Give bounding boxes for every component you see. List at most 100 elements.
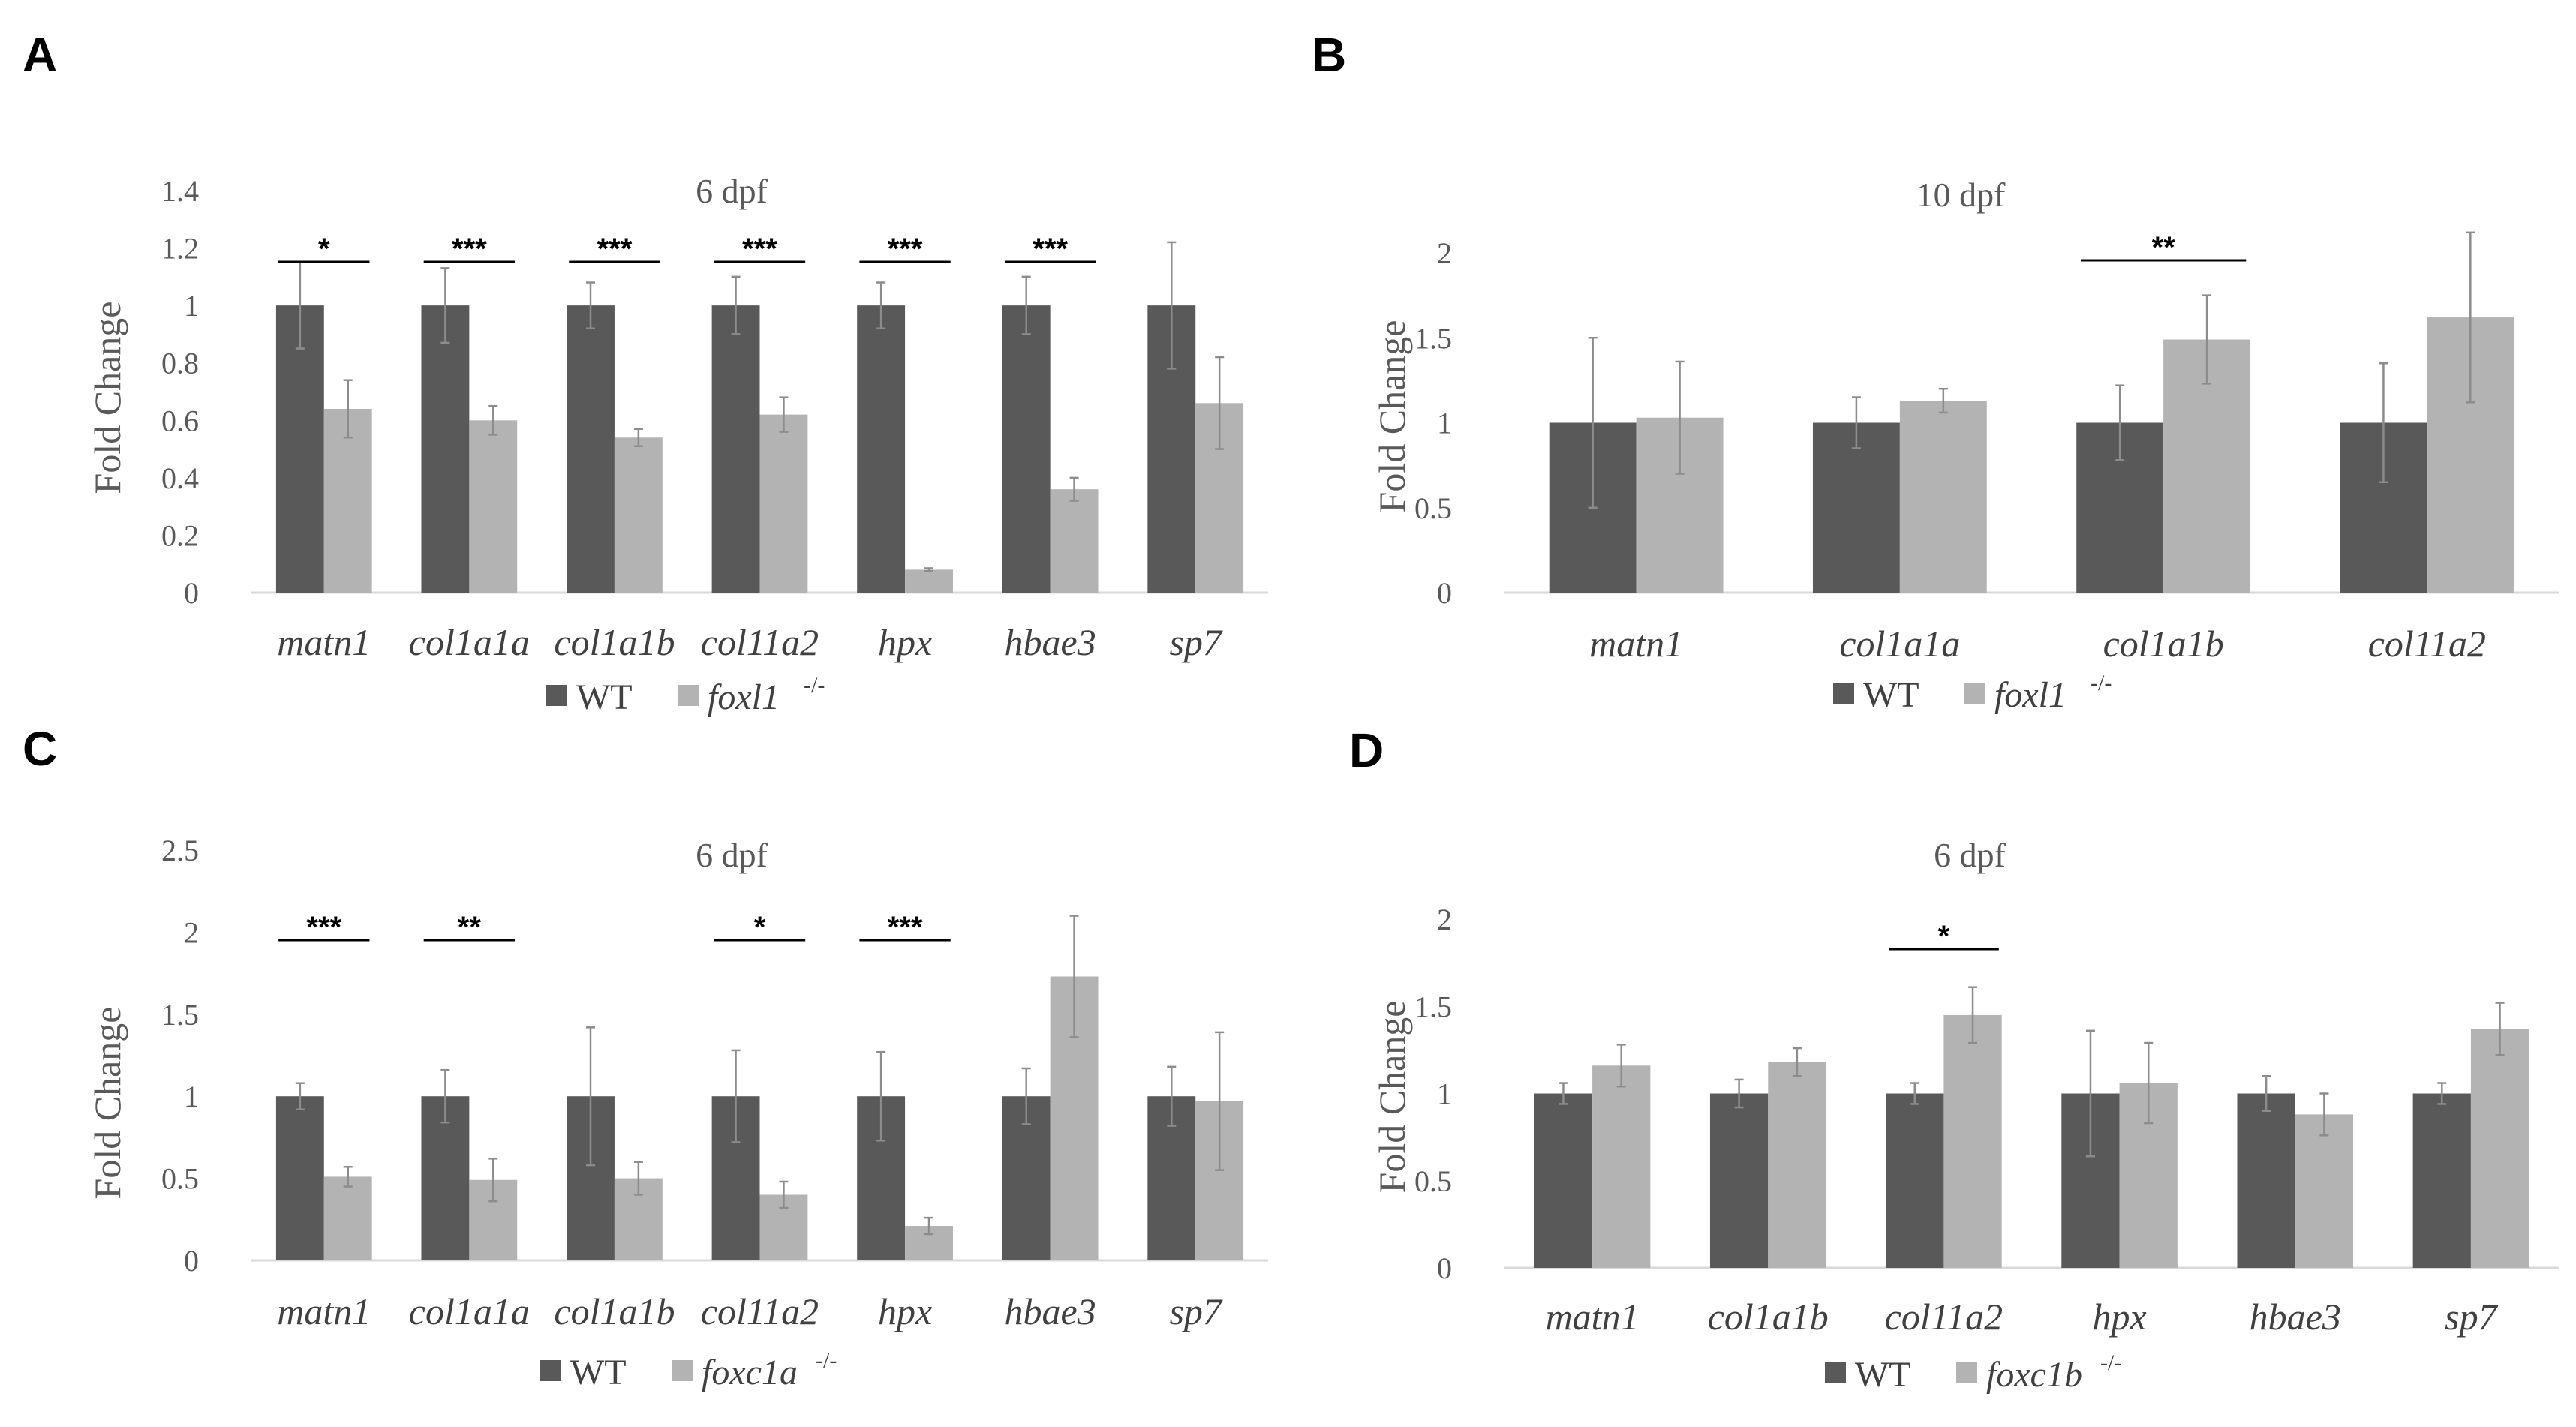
- legend-label-mutant: foxc1a: [702, 1353, 798, 1392]
- bar-mutant: [2470, 1029, 2529, 1268]
- x-tick-label: matn1: [1589, 623, 1683, 665]
- x-tick-label: col11a2: [2368, 623, 2486, 665]
- bar-mutant: [2295, 1114, 2354, 1268]
- bar-mutant: [905, 569, 953, 593]
- panel-letter: D: [1349, 723, 1384, 777]
- bar-wt: [567, 305, 615, 593]
- bar-mutant: [1768, 1062, 1826, 1268]
- x-tick-label: matn1: [277, 621, 371, 663]
- y-tick-label: 0.5: [1414, 491, 1452, 525]
- bar-mutant: [1943, 1014, 2002, 1268]
- y-tick-label: 1.4: [161, 174, 199, 208]
- significance-label: *: [1938, 920, 1950, 953]
- y-tick-label: 0: [184, 576, 199, 610]
- chart-panel-d: D 6 dpf Fold Change 0 0.5 1 1.5 2 matn1 col1a1b co…: [1349, 723, 2559, 1395]
- x-tick-label: hbae3: [1005, 1290, 1096, 1332]
- y-tick-label: 0.5: [1414, 1164, 1452, 1198]
- bar-wt: [1812, 422, 1900, 593]
- bar-wt: [1886, 1093, 1944, 1268]
- x-tick-label: hpx: [878, 1290, 932, 1332]
- legend-label-wt: WT: [576, 677, 633, 717]
- x-tick-label: col11a2: [1885, 1296, 2003, 1338]
- legend-label-mutant: foxc1b: [1986, 1355, 2082, 1395]
- legend-swatch-wt: [540, 1360, 561, 1381]
- y-tick-label: 0: [1437, 1251, 1452, 1285]
- legend-swatch-wt: [1833, 683, 1854, 704]
- y-tick-label: 1: [1437, 1077, 1452, 1111]
- bar-wt: [1709, 1093, 1769, 1268]
- x-tick-label: hpx: [2092, 1296, 2146, 1338]
- y-tick-label: 0: [1437, 576, 1452, 610]
- bar-wt: [1534, 1093, 1593, 1268]
- bar-mutant: [614, 437, 663, 593]
- x-tick-label: sp7: [2445, 1296, 2498, 1338]
- panel-letter: C: [23, 722, 57, 776]
- x-tick-label: hbae3: [2250, 1296, 2341, 1338]
- y-tick-label: 1.2: [161, 232, 199, 266]
- legend-label-wt: WT: [570, 1353, 627, 1392]
- significance-label: ***: [888, 911, 923, 944]
- legend-superscript: -/-: [816, 1348, 837, 1373]
- bar-mutant: [323, 1176, 372, 1260]
- bar-wt: [2237, 1093, 2295, 1268]
- y-tick-label: 0.4: [161, 461, 199, 495]
- x-tick-label: col1a1a: [1839, 623, 1960, 665]
- chart-title: 6 dpf: [696, 836, 768, 874]
- legend-swatch-mutant: [678, 685, 699, 706]
- chart-title: 6 dpf: [696, 172, 768, 210]
- legend-swatch-wt: [1825, 1362, 1846, 1383]
- y-tick-label: 2: [184, 915, 199, 949]
- bar-wt: [275, 1096, 324, 1260]
- legend-label-wt: WT: [1863, 675, 1919, 715]
- x-tick-label: col1a1a: [409, 1290, 530, 1332]
- legend: WT foxl1 -/-: [546, 673, 825, 717]
- panel-letter: A: [23, 28, 57, 82]
- significance-label: ***: [742, 233, 777, 266]
- x-tick-label: matn1: [1546, 1296, 1640, 1338]
- bar-wt: [1002, 305, 1051, 593]
- bar-mutant: [1050, 489, 1099, 593]
- chart-panel-a: A 6 dpf Fold Change 0 0.2 0.4 0.6 0.8 1 1.2 1.4 mat…: [23, 28, 1268, 717]
- significance-label: *: [754, 911, 766, 944]
- x-tick-label: col1a1b: [1708, 1296, 1829, 1338]
- x-tick-label: col1a1a: [409, 621, 530, 663]
- bar-wt: [857, 305, 906, 593]
- x-tick-label: col1a1b: [554, 621, 675, 663]
- bar-mutant: [323, 408, 372, 593]
- panel-letter: B: [1312, 28, 1346, 82]
- bar-mutant: [469, 420, 518, 593]
- y-axis-label: Fold Change: [1371, 1001, 1413, 1194]
- legend-label-wt: WT: [1855, 1355, 1911, 1395]
- chart-title: 10 dpf: [1916, 176, 2006, 214]
- bar-wt: [421, 305, 470, 593]
- legend: WT foxc1b -/-: [1825, 1350, 2121, 1395]
- y-axis-label: Fold Change: [1371, 320, 1413, 513]
- bar-wt: [275, 305, 324, 593]
- significance-label: ***: [597, 233, 633, 266]
- chart-panel-b: B 10 dpf Fold Change 0 0.5 1 1.5 2 matn1 col1a1a c…: [1312, 28, 2559, 715]
- legend-swatch-mutant: [1964, 683, 1985, 704]
- y-tick-label: 1.5: [161, 998, 199, 1032]
- y-tick-label: 2.5: [161, 834, 199, 867]
- x-tick-label: hbae3: [1005, 621, 1096, 663]
- legend-swatch-mutant: [672, 1360, 693, 1381]
- x-tick-label: sp7: [1169, 1290, 1222, 1332]
- significance-label: ***: [452, 233, 487, 266]
- y-tick-label: 0: [184, 1244, 199, 1278]
- significance-label: ***: [306, 911, 341, 944]
- y-tick-label: 2: [1437, 236, 1452, 270]
- bar-wt: [2412, 1093, 2471, 1268]
- y-tick-label: 1.5: [1414, 321, 1452, 355]
- legend-swatch-mutant: [1956, 1362, 1977, 1383]
- y-tick-label: 0.6: [161, 404, 199, 437]
- legend-label-mutant: foxl1: [708, 677, 780, 717]
- x-tick-label: col1a1b: [2103, 623, 2224, 665]
- y-tick-label: 0.2: [161, 518, 199, 552]
- bar-mutant: [759, 414, 808, 593]
- legend-superscript: -/-: [2100, 1350, 2121, 1375]
- bar-mutant: [1592, 1065, 1651, 1268]
- y-tick-label: 1: [184, 289, 199, 323]
- legend-swatch-wt: [546, 685, 567, 706]
- x-tick-label: hpx: [878, 621, 932, 663]
